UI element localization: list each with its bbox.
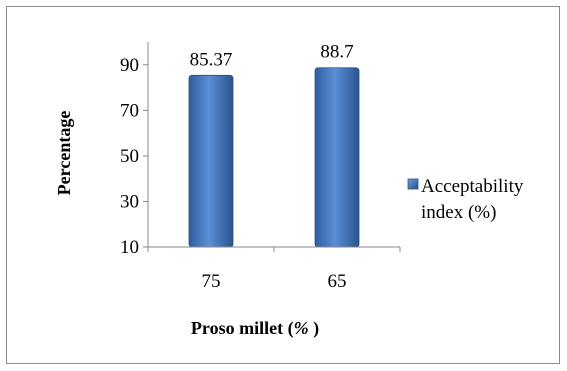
legend-swatch [407,178,419,190]
legend: Acceptability index (%) [407,176,524,223]
data-label-75: 85.37 [190,49,233,70]
x-tick-label: 75 [202,271,221,292]
bars: 85.37 88.7 [188,42,360,248]
legend-label-line-1: Acceptability [421,176,524,197]
data-label-65: 88.7 [320,42,353,63]
y-axis-ticks: 10 30 50 70 90 [120,55,148,258]
x-tick-label: 65 [328,271,347,292]
y-tick-label: 50 [120,146,139,167]
y-tick-label: 10 [120,237,139,258]
y-tick-label: 90 [120,55,139,76]
bar-75 [188,74,234,248]
y-axis-title: Percentage [54,111,74,196]
y-tick-label: 30 [120,191,139,212]
y-tick-label: 70 [120,100,139,121]
x-axis-title: Proso millet (% ) [191,318,319,339]
bar-65 [314,67,360,248]
legend-label-line-2: index (%) [421,202,496,223]
x-axis-ticks: 75 65 [147,247,401,292]
chart-frame [6,6,560,364]
